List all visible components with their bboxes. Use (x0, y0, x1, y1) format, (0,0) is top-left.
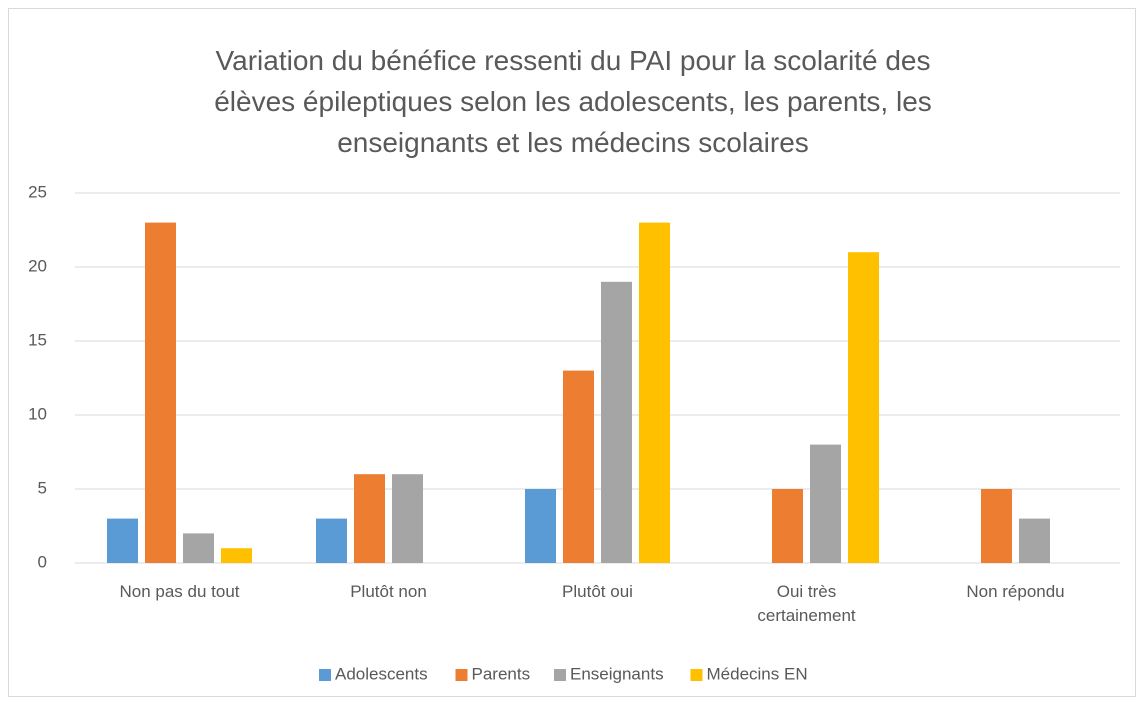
legend-swatch (690, 669, 703, 681)
chart-frame (8, 8, 1136, 697)
legend-label: Parents (472, 664, 531, 683)
bar (221, 548, 252, 563)
legend-label: Adolescents (335, 664, 428, 683)
y-tick-label: 25 (28, 182, 47, 201)
bar (601, 281, 632, 563)
y-tick-label: 10 (28, 404, 47, 423)
x-tick-label: Plutôt non (350, 582, 427, 601)
legend-label: Enseignants (570, 664, 664, 683)
chart-title: Variation du bénéfice ressenti du PAI po… (214, 45, 932, 158)
legend-label: Médecins EN (707, 664, 808, 683)
y-tick-label: 0 (38, 552, 47, 571)
legend-swatch (319, 669, 331, 681)
y-tick-label: 5 (38, 478, 47, 497)
x-tick-label: Oui très certainement (757, 582, 856, 625)
bar (145, 222, 176, 563)
bar (772, 489, 803, 563)
bar (1019, 518, 1050, 563)
bar (810, 444, 841, 563)
x-tick-label: Non pas du tout (119, 582, 240, 601)
y-tick-label: 15 (28, 330, 47, 349)
legend-swatch (554, 669, 566, 681)
x-tick-label: Non répondu (966, 582, 1065, 601)
bar (981, 489, 1012, 563)
y-tick-label: 20 (28, 256, 47, 275)
bar (107, 518, 138, 563)
legend-swatch (455, 669, 468, 681)
bar (639, 222, 670, 563)
bar (525, 489, 556, 563)
bar (848, 252, 879, 563)
bar (392, 474, 423, 563)
x-tick-label: Plutôt oui (562, 582, 633, 601)
bar (354, 474, 385, 563)
bar (316, 518, 347, 563)
bar (563, 370, 594, 563)
bar (183, 533, 214, 563)
